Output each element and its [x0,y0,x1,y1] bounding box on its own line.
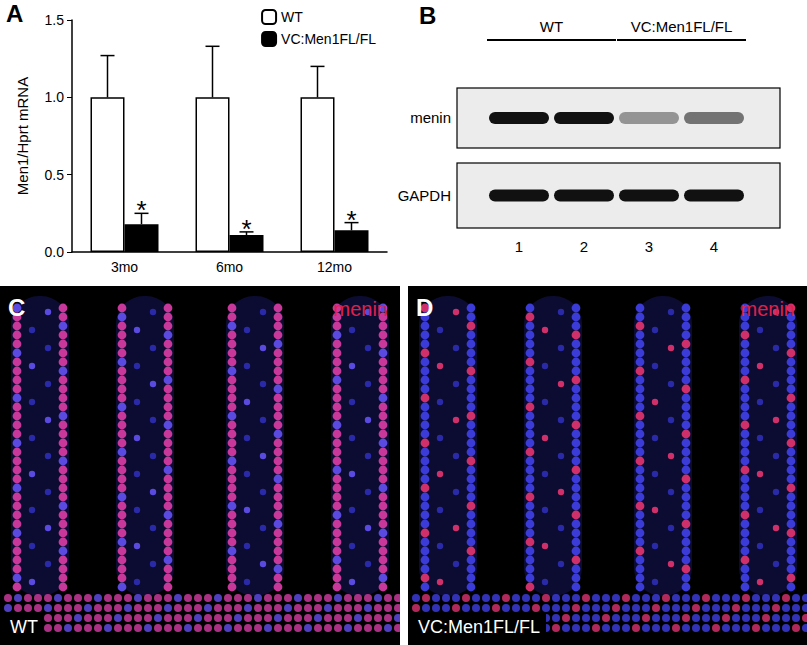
svg-text:1: 1 [515,238,523,255]
svg-text:1.0: 1.0 [45,89,65,105]
svg-text:VC:Men1FL/FL: VC:Men1FL/FL [631,18,733,35]
svg-text:WT: WT [540,18,563,35]
svg-text:3: 3 [645,238,653,255]
svg-text:6mo: 6mo [216,259,243,275]
svg-text:*: * [241,214,251,244]
svg-text:3mo: 3mo [111,259,138,275]
svg-text:VC:Men1FL/FL: VC:Men1FL/FL [418,617,540,637]
svg-text:*: * [346,205,356,235]
svg-text:D: D [416,294,433,321]
html-text:A: A [6,0,24,27]
svg-text:1.5: 1.5 [45,12,65,28]
svg-text:12mo: 12mo [317,259,352,275]
svg-text:Men1/Hprt mRNA: Men1/Hprt mRNA [14,77,31,195]
svg-text:0.0: 0.0 [45,244,65,260]
svg-text:*: * [136,195,146,225]
svg-text:menin: menin [410,109,451,126]
svg-text:C: C [8,294,25,321]
svg-text:4: 4 [710,238,718,255]
svg-text:2: 2 [580,238,588,255]
svg-text:VC:Men1FL/FL: VC:Men1FL/FL [281,31,376,47]
svg-text:WT: WT [281,9,303,25]
svg-text:B: B [419,2,436,29]
svg-text:GAPDH: GAPDH [398,187,451,204]
svg-text:WT: WT [10,617,38,637]
svg-text:0.5: 0.5 [45,167,65,183]
svg-text:menin: menin [334,298,388,320]
svg-text:menin: menin [741,298,795,320]
